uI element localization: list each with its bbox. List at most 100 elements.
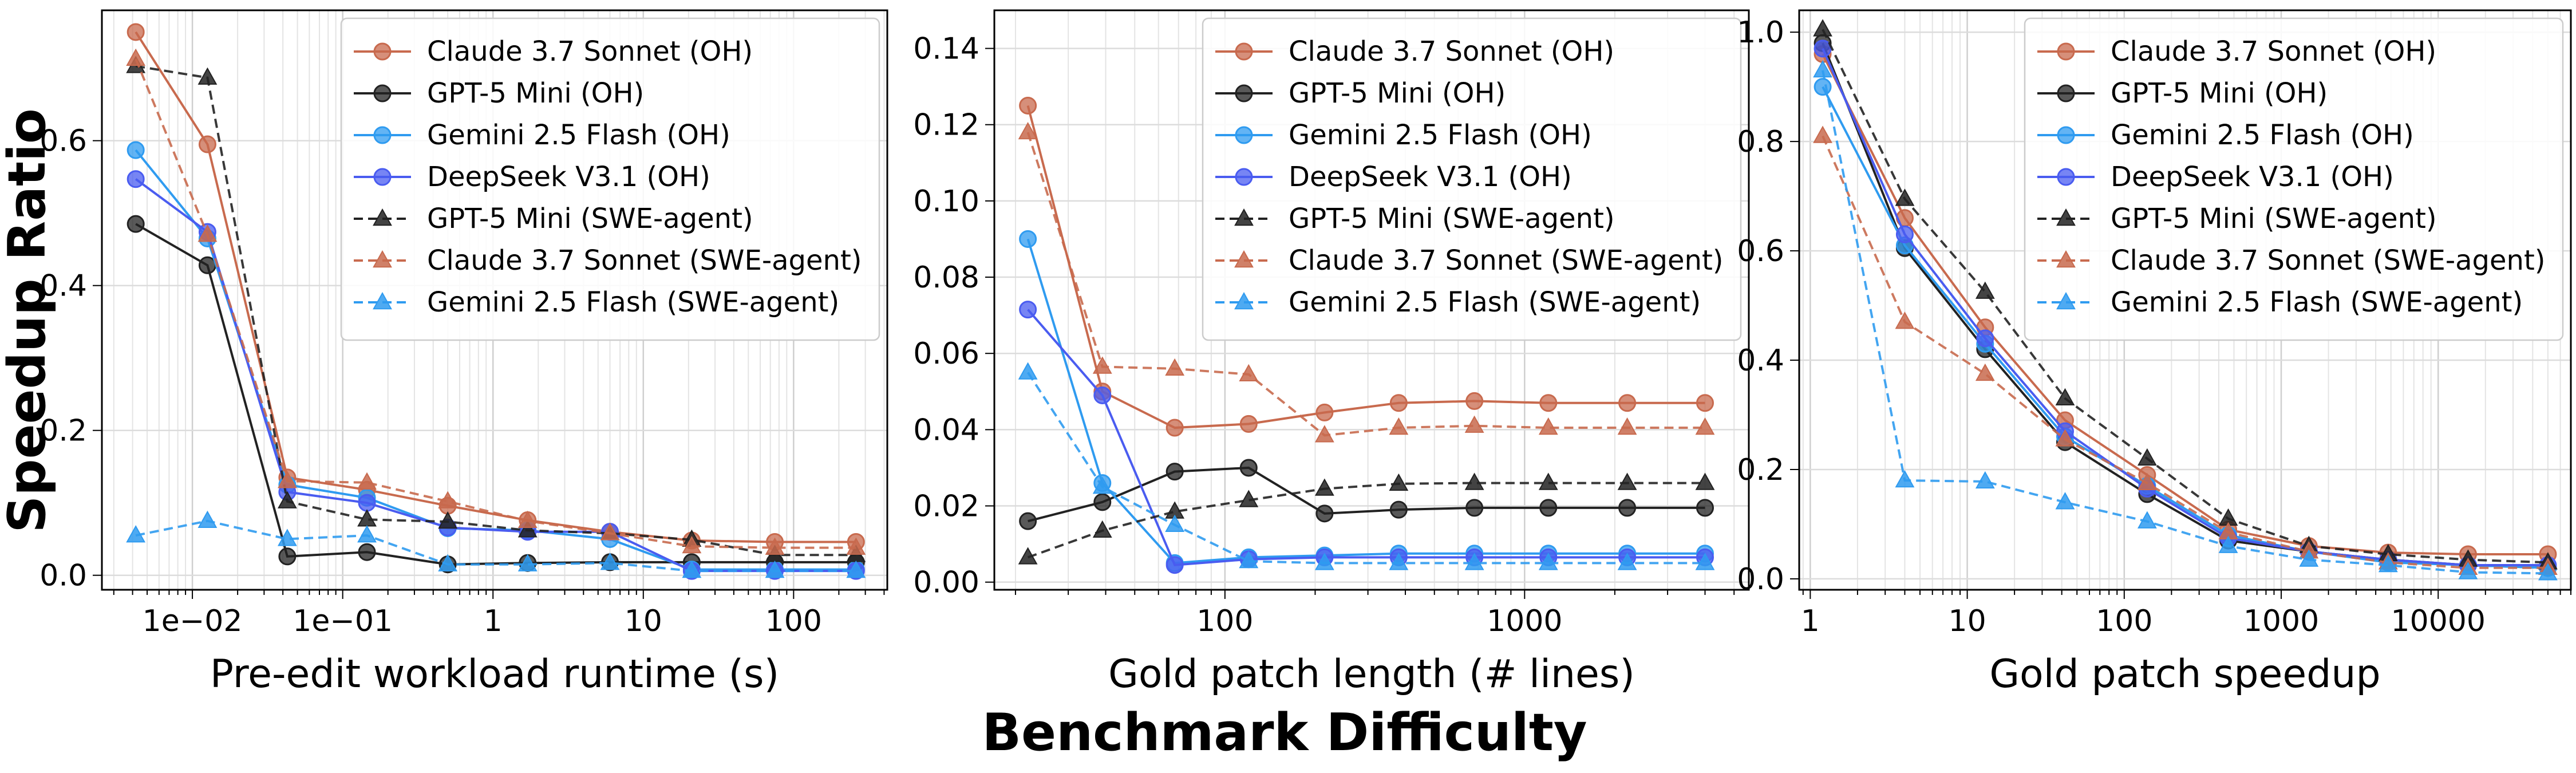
- series-line: [135, 65, 856, 557]
- data-point: [1239, 415, 1258, 433]
- data-point: [2378, 554, 2398, 573]
- data-point: [765, 537, 785, 555]
- data-point: [2055, 492, 2075, 510]
- data-point: [1389, 417, 1409, 435]
- data-point: [1019, 96, 1037, 115]
- y-tick-label: 0.2: [1737, 453, 1784, 487]
- legend-marker: [2056, 291, 2076, 310]
- legend-marker: [1235, 42, 1253, 61]
- data-point: [1813, 60, 1832, 78]
- legend-marker: [373, 42, 392, 61]
- data-point: [2218, 535, 2238, 553]
- y-tick-label: 0.4: [39, 269, 87, 303]
- y-tick-label: 0.4: [1737, 344, 1784, 378]
- data-point: [197, 67, 218, 85]
- legend-label: Claude 3.7 Sonnet (SWE-agent): [1289, 244, 1724, 277]
- legend-label: Gemini 2.5 Flash (SWE-agent): [1289, 286, 1701, 318]
- data-point: [1389, 500, 1408, 519]
- legend-label: Gemini 2.5 Flash (SWE-agent): [427, 286, 839, 318]
- y-tick-label: 0.08: [913, 261, 979, 295]
- axes-frame: [101, 9, 888, 591]
- data-point: [1165, 419, 1184, 437]
- y-tick-label: 0.00: [913, 566, 979, 600]
- y-tick-label: 0.06: [913, 337, 979, 371]
- data-point: [1165, 463, 1184, 481]
- data-point: [1239, 551, 1259, 569]
- series-line: [1822, 48, 2548, 567]
- data-point: [197, 510, 218, 529]
- data-point: [1464, 553, 1484, 570]
- x-tick-label: 1e−02: [143, 604, 243, 638]
- chart-panel-1: 1e−02 1e−01 1 10 100 0.0 0.2 0.4 0.6 Pre-edit wor…: [39, 9, 888, 697]
- series-line: [1028, 466, 1705, 523]
- data-point: [517, 510, 538, 529]
- legend-label: Gemini 2.5 Flash (OH): [2111, 119, 2414, 151]
- data-point: [1018, 122, 1038, 140]
- legend-marker: [373, 168, 392, 186]
- data-point: [1975, 471, 1995, 489]
- data-point: [1389, 394, 1408, 412]
- data-point: [1895, 188, 1915, 206]
- figure-suptitle: Benchmark Difficulty: [982, 703, 1587, 763]
- data-point: [198, 135, 216, 153]
- data-point: [1975, 281, 1995, 299]
- data-point: [358, 543, 376, 561]
- data-point: [1092, 520, 1112, 538]
- legend-marker: [373, 250, 392, 268]
- data-point: [126, 48, 146, 66]
- series-line: [1026, 105, 1705, 429]
- series-line: [1027, 482, 1705, 559]
- data-point: [2055, 429, 2075, 447]
- data-point: [277, 471, 297, 488]
- data-point: [1018, 547, 1038, 565]
- data-point: [1618, 499, 1637, 517]
- data-point: [1895, 225, 1914, 243]
- data-point: [1093, 493, 1112, 511]
- legend-marker: [1235, 84, 1253, 102]
- x-tick-label: 1: [1801, 604, 1820, 638]
- chart-panel-3: 1 10 100 1000 10000 0.0 0.2 0.4 0.6 0.8 1.0 Gold pa…: [1737, 9, 2572, 697]
- data-point: [1695, 417, 1715, 435]
- data-point: [357, 525, 377, 543]
- data-point: [1239, 490, 1259, 507]
- x-axis-label: Pre-edit workload runtime (s): [210, 652, 779, 697]
- y-tick-label: 0.14: [913, 32, 979, 66]
- data-point: [1239, 459, 1258, 477]
- data-point: [600, 523, 620, 541]
- x-tick-label: 1000: [1487, 604, 1562, 638]
- data-point: [1538, 553, 1558, 570]
- data-point: [2137, 472, 2157, 491]
- y-tick-label: 0.6: [1737, 234, 1784, 269]
- data-point: [600, 553, 620, 570]
- series-line: [135, 519, 856, 573]
- legend-marker: [2056, 208, 2076, 226]
- data-point: [438, 511, 458, 529]
- legend-marker: [2057, 126, 2075, 144]
- legend-marker: [1234, 208, 1254, 226]
- legend-label: DeepSeek V3.1 (OH): [2111, 161, 2394, 193]
- y-tick-label: 0.12: [913, 108, 979, 143]
- data-point: [1696, 394, 1714, 412]
- data-point: [2055, 388, 2075, 406]
- data-point: [1389, 473, 1409, 491]
- legend-marker: [373, 208, 392, 226]
- legend-marker: [1235, 168, 1253, 186]
- data-point: [1314, 425, 1334, 443]
- axes-frame: [993, 9, 1750, 591]
- x-tick-label: 10: [625, 604, 662, 638]
- data-point: [1813, 19, 1832, 37]
- series-group: [126, 23, 866, 580]
- series-group: [1813, 19, 2558, 581]
- data-point: [765, 561, 785, 578]
- data-point: [1165, 556, 1184, 574]
- data-point: [127, 170, 145, 188]
- data-point: [1618, 394, 1637, 412]
- data-point: [2538, 563, 2558, 581]
- data-point: [1813, 125, 1832, 143]
- data-point: [846, 561, 866, 578]
- series-line: [135, 31, 856, 543]
- data-point: [127, 23, 145, 41]
- data-point: [278, 547, 297, 566]
- data-point: [1465, 499, 1484, 517]
- legend-marker: [373, 291, 392, 310]
